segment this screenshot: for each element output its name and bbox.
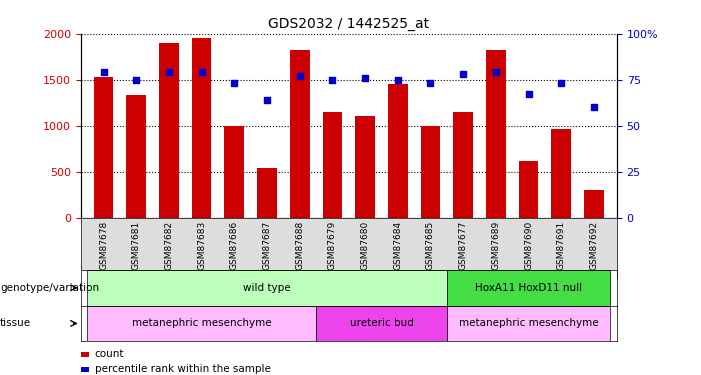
- Text: wild type: wild type: [243, 283, 291, 293]
- Bar: [552, 129, 571, 218]
- Title: GDS2032 / 1442525_at: GDS2032 / 1442525_at: [268, 17, 429, 32]
- Point: [490, 69, 501, 75]
- Point: [130, 77, 142, 83]
- Text: GSM87679: GSM87679: [328, 220, 337, 270]
- Point: [229, 80, 240, 86]
- Point: [294, 73, 306, 79]
- Bar: [87, 270, 447, 306]
- Text: GSM87690: GSM87690: [524, 220, 533, 270]
- Text: GSM87681: GSM87681: [132, 220, 141, 270]
- Bar: [388, 84, 407, 218]
- Bar: [322, 112, 342, 218]
- Bar: [94, 77, 114, 218]
- Bar: [257, 168, 277, 217]
- Text: GSM87683: GSM87683: [197, 220, 206, 270]
- Text: metanephric mesenchyme: metanephric mesenchyme: [132, 318, 271, 328]
- Point: [163, 69, 175, 75]
- Text: GSM87692: GSM87692: [590, 220, 599, 270]
- Text: GSM87691: GSM87691: [557, 220, 566, 270]
- Bar: [421, 126, 440, 218]
- Point: [588, 104, 599, 110]
- Bar: [447, 270, 611, 306]
- Bar: [159, 43, 179, 218]
- Bar: [486, 50, 505, 217]
- Bar: [87, 306, 316, 341]
- Text: GSM87688: GSM87688: [295, 220, 304, 270]
- Text: metanephric mesenchyme: metanephric mesenchyme: [458, 318, 599, 328]
- Text: genotype/variation: genotype/variation: [0, 283, 99, 293]
- Point: [327, 77, 338, 83]
- Text: GSM87684: GSM87684: [393, 220, 402, 270]
- Bar: [447, 306, 611, 341]
- Bar: [290, 50, 310, 217]
- Bar: [224, 126, 244, 218]
- Point: [360, 75, 371, 81]
- Bar: [584, 190, 604, 217]
- Bar: [192, 38, 212, 218]
- Text: HoxA11 HoxD11 null: HoxA11 HoxD11 null: [475, 283, 582, 293]
- Text: count: count: [95, 350, 124, 359]
- Text: GSM87682: GSM87682: [165, 220, 173, 270]
- Point: [523, 92, 534, 98]
- Text: GSM87685: GSM87685: [426, 220, 435, 270]
- Text: GSM87678: GSM87678: [99, 220, 108, 270]
- Bar: [316, 306, 447, 341]
- Text: GSM87686: GSM87686: [230, 220, 239, 270]
- Text: percentile rank within the sample: percentile rank within the sample: [95, 364, 271, 374]
- Text: GSM87680: GSM87680: [360, 220, 369, 270]
- Point: [458, 71, 469, 77]
- Text: GSM87677: GSM87677: [458, 220, 468, 270]
- Point: [556, 80, 567, 86]
- Bar: [355, 116, 375, 218]
- Bar: [126, 95, 146, 218]
- Point: [98, 69, 109, 75]
- Text: GSM87687: GSM87687: [262, 220, 271, 270]
- Point: [425, 80, 436, 86]
- Text: tissue: tissue: [0, 318, 31, 328]
- Point: [196, 69, 207, 75]
- Point: [261, 97, 273, 103]
- Point: [392, 77, 403, 83]
- Bar: [454, 112, 473, 218]
- Text: ureteric bud: ureteric bud: [350, 318, 414, 328]
- Text: GSM87689: GSM87689: [491, 220, 501, 270]
- Bar: [519, 160, 538, 218]
